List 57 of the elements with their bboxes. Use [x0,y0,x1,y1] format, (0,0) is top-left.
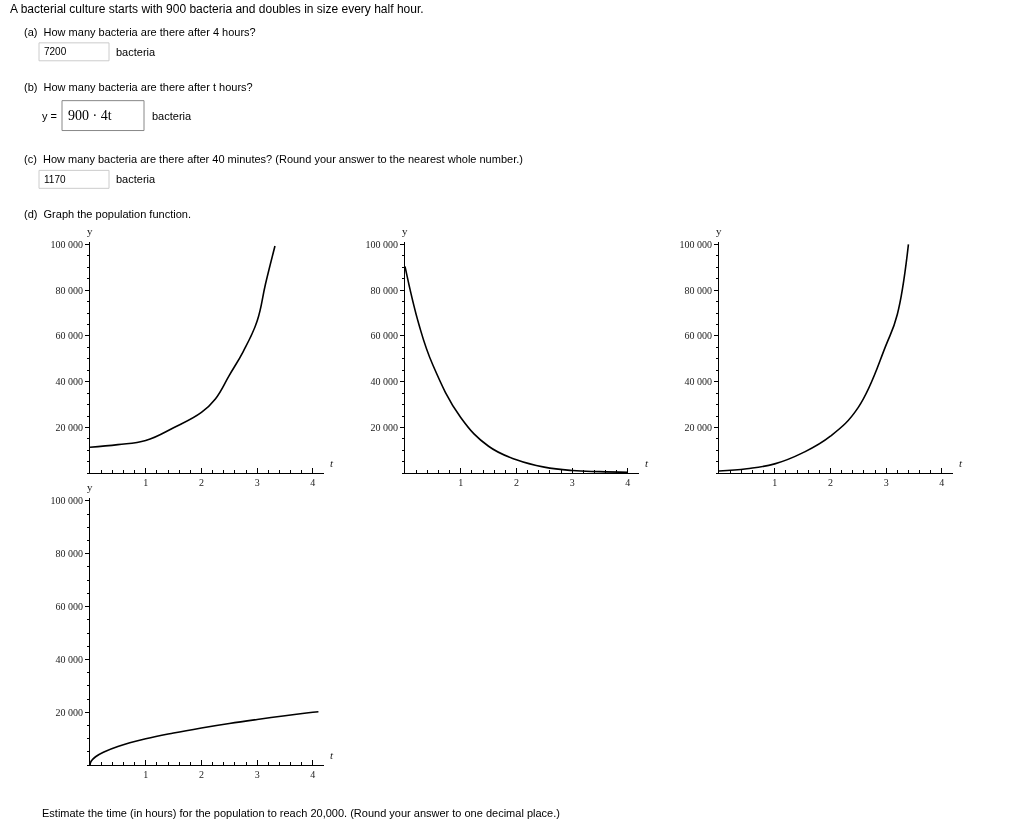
y-tick-label: 100 000 [679,238,712,250]
x-tick-label: 3 [254,769,260,781]
y-tick-label: 100 000 [50,495,83,507]
x-tick-label: 3 [569,477,575,489]
y-tick-label: 80 000 [55,548,83,560]
x-tick-label: 3 [883,477,889,489]
x-tick-label: 3 [254,477,260,489]
x-tick-label: 1 [143,769,149,781]
x-tick-label: 4 [310,769,316,781]
y-tick-label: 20 000 [55,706,83,718]
y-tick-label: 60 000 [684,330,712,342]
y-axis-title: y [402,225,408,237]
y-tick-label: 100 000 [365,238,398,250]
y-tick-label: 40 000 [55,653,83,665]
x-axis-title: t [645,457,649,469]
y-tick-label: 60 000 [55,330,83,342]
text: bacteria [116,173,157,185]
text: A bacterial culture starts with 900 bacteria and doubles in size every half hour. [10,2,424,16]
y-tick-label: 80 000 [55,284,83,296]
x-axis-title: t [330,749,334,761]
x-tick-label: 1 [143,477,149,489]
text: Estimate the time (in hours) for the population to reach 20,000. (Round your answer to one decimal place.) [42,807,560,819]
y-axis-title: y [87,481,93,493]
x-axis-title: t [959,457,963,469]
y-axis-title: y [87,225,93,237]
y-tick-label: 80 000 [684,284,712,296]
x-axis-title: t [330,457,334,469]
text: 1170 [44,174,66,185]
text: bacteria [116,46,157,58]
y-tick-label: 60 000 [55,601,83,613]
y-tick-label: 20 000 [55,422,83,433]
text: 900 · 4t [68,108,112,123]
text: (c) How many bacteria are there after 40 minutes? (Round your answer to the nearest whole number.) [24,153,523,165]
x-tick-label: 1 [458,477,464,489]
x-tick-label: 2 [827,477,833,489]
y-axis-title: y [716,225,722,237]
y-tick-label: 40 000 [55,376,83,388]
x-tick-label: 4 [625,477,631,489]
y-tick-label: 20 000 [370,422,398,433]
x-tick-label: 2 [198,477,204,489]
text: y = [42,110,57,122]
y-tick-label: 40 000 [370,376,398,388]
x-tick-label: 4 [939,477,945,489]
x-tick-label: 4 [310,477,316,489]
y-tick-label: 60 000 [370,330,398,342]
text: (a) How many bacteria are there after 4 hours? [24,26,256,38]
text: (d) Graph the population function. [24,208,191,220]
y-tick-label: 100 000 [50,238,83,250]
x-tick-label: 2 [513,477,519,489]
text: (b) How many bacteria are there after t hours? [24,81,253,93]
y-tick-label: 80 000 [370,284,398,296]
x-tick-label: 1 [772,477,778,489]
text: bacteria [152,110,193,122]
y-tick-label: 20 000 [684,422,712,433]
text: 7200 [44,46,67,57]
y-tick-label: 40 000 [684,376,712,388]
x-tick-label: 2 [198,769,204,781]
